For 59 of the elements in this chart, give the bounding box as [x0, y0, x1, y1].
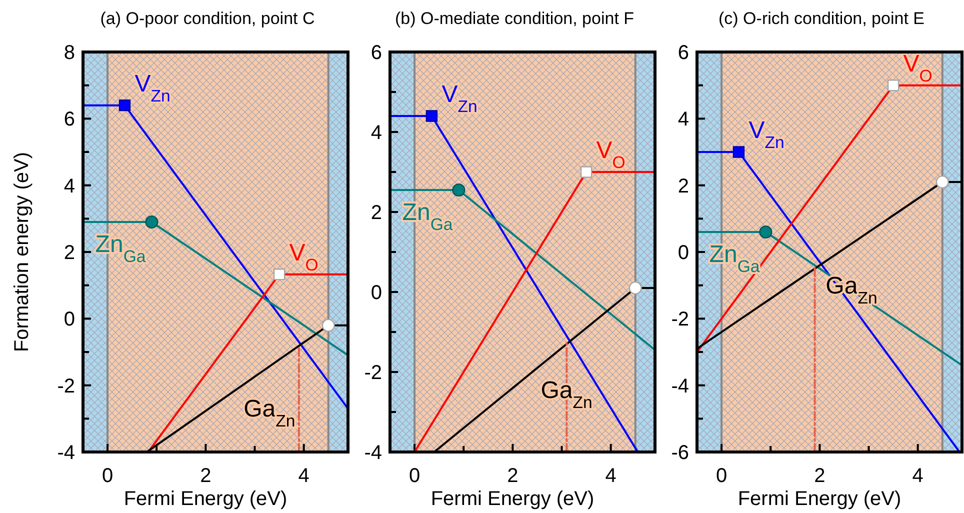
y-tick-label: 0	[678, 242, 689, 264]
y-tick-label: 2	[64, 242, 75, 264]
y-tick-label: 4	[64, 175, 75, 198]
series-label: V$_{Zn}$	[748, 117, 784, 152]
y-tick-label: 6	[678, 42, 689, 64]
series-label: V$_{O}$	[903, 50, 932, 85]
point	[273, 268, 286, 280]
y-tick-label: -2	[671, 308, 689, 331]
y-tick-label: 6	[64, 108, 75, 131]
point	[580, 166, 592, 178]
series-label: V$_{Zn}$	[134, 70, 170, 105]
series-label: Ga$_{Zn}$	[244, 396, 296, 430]
x-tick-label: 4	[298, 465, 310, 487]
y-tick-label: 2	[370, 202, 382, 224]
chart-title: (b) O-mediate condition, point F	[394, 9, 634, 28]
y-tick-label: 4	[370, 122, 382, 144]
point	[452, 183, 466, 197]
y-tick-label: 0	[370, 282, 382, 304]
point	[936, 175, 949, 189]
x-tick-label: 2	[200, 465, 212, 487]
point	[322, 318, 335, 332]
y-tick-label: -6	[671, 442, 689, 464]
point	[628, 281, 642, 295]
point	[887, 79, 900, 92]
y-tick-label: 6	[370, 42, 382, 64]
series-label: Zn$_{Ga}$	[709, 241, 760, 276]
y-tick-label: -2	[57, 375, 75, 398]
x-axis-title: Fermi Energy (eV)	[430, 488, 594, 510]
x-axis-title: Fermi Energy (eV)	[738, 488, 902, 510]
y-tick-label: 2	[678, 175, 689, 198]
x-axis-title: Fermi Energy (eV)	[124, 488, 288, 510]
series-label: V$_{Zn}$	[442, 81, 478, 116]
y-tick-label: -4	[364, 442, 382, 464]
x-tick-label: 0	[716, 465, 728, 487]
x-tick-label: 0	[102, 465, 114, 487]
x-tick-label: 4	[912, 465, 924, 487]
y-axis-title: Formation energy (eV)	[11, 152, 33, 352]
x-tick-label: 2	[814, 465, 826, 487]
y-tick-label: -2	[364, 362, 382, 384]
point	[118, 99, 131, 112]
series-label: V$_{O}$	[596, 137, 626, 172]
series-label: Zn$_{Ga}$	[402, 199, 454, 234]
point	[759, 225, 772, 239]
series-label: V$_{O}$	[289, 239, 318, 274]
series-label: Zn$_{Ga}$	[95, 231, 146, 266]
chart-title: (a) O-poor condition, point C	[100, 9, 315, 28]
x-tick-label: 0	[408, 465, 420, 487]
chart-title: (c) O-rich condition, point E	[718, 9, 924, 28]
y-tick-label: 4	[678, 108, 689, 131]
y-tick-label: 8	[64, 42, 75, 64]
y-tick-label: -4	[57, 442, 75, 464]
point	[145, 215, 158, 229]
point	[732, 146, 745, 158]
y-tick-label: 0	[64, 308, 75, 331]
series-label: Ga$_{Zn}$	[540, 377, 592, 412]
x-tick-label: 4	[605, 465, 616, 487]
point	[426, 110, 438, 122]
y-tick-label: -4	[671, 375, 689, 398]
x-tick-label: 2	[507, 465, 518, 487]
